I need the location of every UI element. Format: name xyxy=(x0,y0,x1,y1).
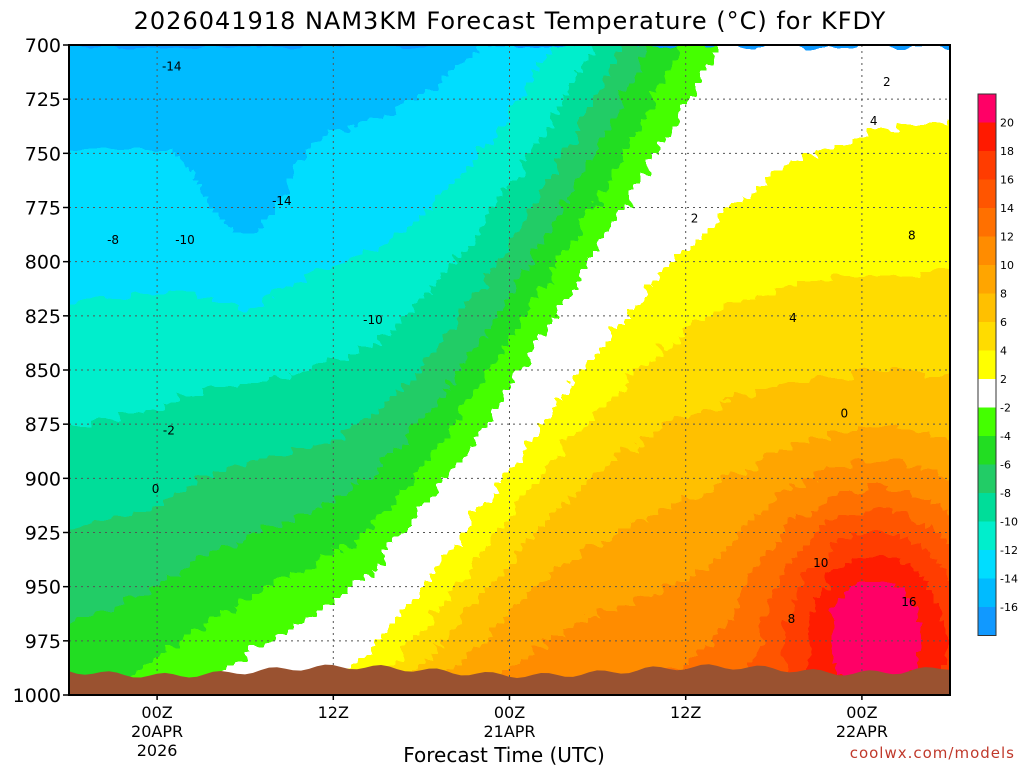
contour-label: -2 xyxy=(163,424,175,438)
x-tick-label: 12Z xyxy=(670,703,701,722)
colorbar-swatch xyxy=(978,293,996,322)
colorbar-swatch xyxy=(978,493,996,522)
colorbar-swatch xyxy=(978,179,996,208)
y-tick-label: 700 xyxy=(25,35,61,57)
colorbar-tick-label: 14 xyxy=(1000,202,1014,215)
colorbar-swatch xyxy=(978,94,996,123)
x-axis-label: Forecast Time (UTC) xyxy=(403,743,605,767)
colorbar-swatch xyxy=(978,265,996,294)
colorbar-legend: 20 18 16 14 12 10 8 6 4 2 -2 -4 -6 -8 -10 -12 -14 -16 xyxy=(977,93,1018,636)
terrain-ground xyxy=(69,664,950,695)
colorbar-swatch xyxy=(978,407,996,436)
plot-area: -14 -14 -8 -10 -10 -2 0 2 4 2 8 4 0 10 16 8 6 xyxy=(69,45,950,717)
contour-label: -10 xyxy=(175,233,195,247)
colorbar-tick-label: -8 xyxy=(1000,487,1011,500)
colorbar-tick-label: -10 xyxy=(1000,516,1018,529)
y-tick-label: 775 xyxy=(25,198,61,220)
colorbar-swatch xyxy=(978,607,996,636)
y-tick-label: 900 xyxy=(25,468,61,490)
colorbar-swatch xyxy=(978,208,996,237)
colorbar-swatch xyxy=(978,521,996,550)
contour-label: 6 xyxy=(564,703,572,717)
contour-label: -14 xyxy=(272,194,292,208)
contour-label: 10 xyxy=(813,556,828,570)
x-tick-sublabel: 21APR xyxy=(483,722,535,741)
colorbar-swatch xyxy=(978,236,996,265)
y-tick-label: 800 xyxy=(25,252,61,274)
colorbar-swatch xyxy=(978,464,996,493)
contour-label: 0 xyxy=(840,406,848,420)
colorbar-tick-label: 16 xyxy=(1000,174,1014,187)
colorbar-tick-label: -16 xyxy=(1000,601,1018,614)
colorbar-tick-label: 12 xyxy=(1000,231,1014,244)
x-tick-sublabel: 20APR xyxy=(131,722,183,741)
colorbar-swatch xyxy=(978,578,996,607)
contour-label: 0 xyxy=(152,482,160,496)
x-tick-label: 00Z xyxy=(846,703,877,722)
colorbar-tick-label: 18 xyxy=(1000,145,1014,158)
colorbar-tick-label: -12 xyxy=(1000,544,1018,557)
y-tick-label: 825 xyxy=(25,306,61,328)
y-tick-label: 950 xyxy=(25,577,61,599)
y-tick-label: 725 xyxy=(25,89,61,111)
colorbar-tick-label: -4 xyxy=(1000,430,1011,443)
x-tick-label: 00Z xyxy=(494,703,525,722)
contour-label: 4 xyxy=(870,114,878,128)
contour-label: 16 xyxy=(901,595,916,609)
x-tick-sublabel: 22APR xyxy=(836,722,888,741)
colorbar-frame xyxy=(977,93,997,636)
y-tick-label: 1000 xyxy=(13,685,61,707)
colorbar-swatch xyxy=(978,436,996,465)
contour-label: 8 xyxy=(788,612,796,626)
y-tick-label: 750 xyxy=(25,143,61,165)
x-tick-label: 12Z xyxy=(318,703,349,722)
colorbar-tick-label: -14 xyxy=(1000,573,1018,586)
contour-label: 4 xyxy=(789,311,797,325)
x-tick-sublabel: 2026 xyxy=(137,741,178,760)
colorbar-tick-label: 4 xyxy=(1000,345,1007,358)
y-tick-label: 925 xyxy=(25,523,61,545)
colorbar-swatch xyxy=(978,350,996,379)
colorbar-tick-label: 6 xyxy=(1000,316,1007,329)
colorbar-tick-label: -2 xyxy=(1000,402,1011,415)
colorbar-tick-label: -6 xyxy=(1000,459,1011,472)
contour-label: 8 xyxy=(908,229,916,243)
colorbar-swatch xyxy=(978,322,996,351)
colorbar-tick-label: 20 xyxy=(1000,117,1014,130)
grid-lines xyxy=(69,45,950,695)
colorbar-tick-label: 10 xyxy=(1000,259,1014,272)
colorbar-tick-label: 8 xyxy=(1000,288,1007,301)
colorbar-tick-label: 2 xyxy=(1000,373,1007,386)
colorbar-swatch xyxy=(978,151,996,180)
chart-title: 2026041918 NAM3KM Forecast Temperature (… xyxy=(134,7,887,35)
colorbar-swatch xyxy=(978,550,996,579)
contour-label: -14 xyxy=(162,60,182,74)
colorbar-swatch xyxy=(978,379,996,408)
x-tick-label: 00Z xyxy=(141,703,172,722)
y-tick-label: 975 xyxy=(25,631,61,653)
temperature-field xyxy=(69,45,950,695)
contour-label: 2 xyxy=(883,75,891,89)
y-tick-label: 875 xyxy=(25,414,61,436)
credit-link[interactable]: coolwx.com/models xyxy=(850,744,1015,762)
contour-labels: -14 -14 -8 -10 -10 -2 0 2 4 2 8 4 0 10 16 8 6 xyxy=(107,60,916,717)
y-axis: 700 725 750 775 800 825 850 875 900 925 950 975 1000 xyxy=(13,35,69,707)
contour-label: 2 xyxy=(691,211,699,225)
contour-label: -8 xyxy=(107,233,119,247)
y-tick-label: 850 xyxy=(25,360,61,382)
colorbar-swatch xyxy=(978,122,996,151)
contour-label: -10 xyxy=(363,313,383,327)
